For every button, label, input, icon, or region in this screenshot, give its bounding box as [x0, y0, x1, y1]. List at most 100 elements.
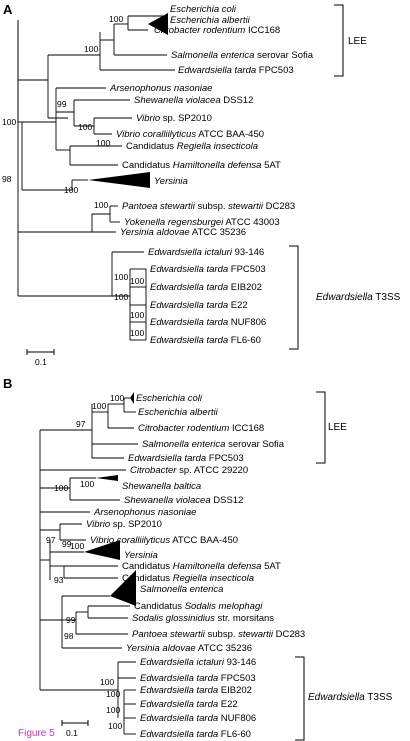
label-part: ATCC BAA-450: [196, 129, 264, 140]
label-part: subsp.: [205, 629, 238, 640]
taxon-label: Yokenella regensburgei ATCC 43003: [124, 217, 280, 228]
label-part: Edwardsiella: [316, 292, 373, 303]
label-part: ATCC 43003: [223, 217, 279, 228]
taxon-label: Salmonella enterica serovar Sofia: [142, 439, 285, 450]
bracket-lee-b: [316, 391, 326, 464]
label-part: stewartii: [238, 629, 274, 640]
taxon-label: Candidatus Hamiltonella defensa 5AT: [122, 561, 281, 572]
label-part: DSS12: [221, 95, 254, 106]
label-part: Candidatus: [126, 141, 177, 152]
collapsed-clade-yersinia-b: [84, 540, 120, 560]
collapsed-clade-salmonella-b: [110, 570, 136, 606]
taxon-label: Escherichia coli: [136, 393, 203, 404]
label-part: EIB202: [228, 282, 262, 293]
tree-a-branches: [17, 15, 175, 341]
label-part: 93-146: [224, 657, 256, 668]
label-part: Escherichia albertii: [170, 15, 251, 26]
bootstrap-value: 98: [2, 174, 12, 184]
taxon-label: Edwardsiella tarda E22: [150, 300, 248, 311]
bootstrap-value: 100: [130, 328, 144, 338]
label-part: ATCC BAA-450: [170, 535, 238, 546]
bracket-t3ss-a: [289, 245, 299, 350]
label-part: E22: [228, 300, 248, 311]
bootstrap-value: 100: [54, 483, 68, 493]
taxon-label: Vibrio coralliilyticus ATCC BAA-450: [90, 535, 238, 546]
taxon-label: Escherichia coli: [170, 4, 237, 15]
label-part: str. morsitans: [215, 613, 274, 624]
taxon-label: Yersinia: [154, 176, 188, 187]
collapsed-clade-shewanella-b: [96, 475, 118, 481]
label-part: LEE: [348, 36, 367, 47]
label-part: E22: [218, 699, 238, 710]
collapsed-clade-yersinia-a: [88, 172, 150, 188]
scale-bar-label: 0.1: [66, 728, 78, 738]
label-part: Hamiltonella defensa: [173, 561, 262, 572]
label-part: Sodalis glossinidius: [132, 613, 215, 624]
label-part: Yersinia aldovae: [120, 227, 190, 238]
taxon-label: Candidatus Sodalis melophagi: [134, 601, 263, 612]
bracket-t3ss-b: [295, 656, 305, 741]
label-part: Yersinia aldovae: [126, 643, 196, 654]
taxon-label: Salmonella enterica serovar Sofia: [171, 50, 314, 61]
taxon-label: Edwardsiella tarda EIB202: [140, 685, 252, 696]
label-part: Edwardsiella tarda: [140, 729, 218, 740]
scale-bar-label: 0.1: [35, 357, 47, 367]
taxon-label: Vibrio sp. SP2010: [86, 519, 162, 530]
bootstrap-value: 100: [106, 689, 120, 699]
label-part: ATCC 35236: [190, 227, 246, 238]
bootstrap-value: 100: [106, 705, 120, 715]
bootstrap-value: 100: [2, 117, 16, 127]
scale-bar-a: 0.1: [26, 349, 55, 367]
label-part: 5AT: [261, 561, 281, 572]
bootstrap-value: 100: [114, 292, 128, 302]
taxon-label: Candidatus Hamiltonella defensa 5AT: [122, 160, 281, 171]
taxon-label: Edwardsiella tarda NUF806: [140, 713, 256, 724]
label-part: Edwardsiella tarda: [150, 264, 228, 275]
label-part: LEE: [328, 422, 347, 433]
label-part: Edwardsiella tarda: [178, 65, 256, 76]
bootstrap-value: 100: [109, 14, 123, 24]
group-label-t3ss-b: Edwardsiella T3SS: [308, 692, 393, 703]
label-part: Citrobacter rodentium: [138, 423, 229, 434]
bootstrap-value: 97: [46, 535, 56, 545]
label-part: Edwardsiella ictaluri: [140, 657, 225, 668]
bootstrap-value: 98: [64, 631, 74, 641]
label-part: T3SS: [365, 692, 393, 703]
group-label-t3ss-a: Edwardsiella T3SS: [316, 292, 401, 303]
label-part: Edwardsiella tarda: [150, 300, 228, 311]
bootstrap-value: 100: [108, 721, 122, 731]
label-part: Salmonella enterica: [171, 50, 254, 61]
taxon-label: Yersinia aldovae ATCC 35236: [120, 227, 246, 238]
label-part: NUF806: [218, 713, 256, 724]
label-part: Vibrio coralliilyticus: [116, 129, 196, 140]
bootstrap-value: 100: [78, 122, 92, 132]
label-part: Edwardsiella tarda: [140, 713, 218, 724]
taxon-label: Vibrio sp. SP2010: [136, 113, 212, 124]
label-part: DSS12: [211, 495, 244, 506]
taxon-label: Edwardsiella tarda FPC503: [140, 673, 256, 684]
label-part: Salmonella enterica: [140, 584, 223, 595]
label-part: Candidatus: [122, 573, 173, 584]
bootstrap-value: 100: [110, 393, 124, 403]
taxon-label: Edwardsiella tarda FL6-60: [140, 729, 251, 740]
taxon-label: Edwardsiella ictaluri 93-146: [140, 657, 256, 668]
taxon-label: Edwardsiella tarda EIB202: [150, 282, 262, 293]
taxon-label: Sodalis glossinidius str. morsitans: [132, 613, 274, 624]
taxon-label: Edwardsiella tarda NUF806: [150, 317, 266, 328]
label-part: Citrobacter rodentium: [154, 25, 245, 36]
label-part: 5AT: [261, 160, 281, 171]
taxon-label: Arsenophonus nasoniae: [93, 507, 196, 518]
bootstrap-value: 100: [114, 272, 128, 282]
taxon-label: Edwardsiella tarda E22: [140, 699, 238, 710]
label-part: Edwardsiella: [308, 692, 365, 703]
bootstrap-value: 93: [54, 575, 64, 585]
taxon-label: Escherichia albertii: [138, 407, 219, 418]
label-part: ICC168: [229, 423, 264, 434]
collapsed-clade-escherichia-a: [148, 13, 168, 35]
bootstrap-value: 100: [64, 185, 78, 195]
taxon-label: Edwardsiella tarda FPC503: [150, 264, 266, 275]
bootstrap-value: 100: [94, 200, 108, 210]
label-part: DC283: [273, 629, 305, 640]
label-part: EIB202: [218, 685, 252, 696]
